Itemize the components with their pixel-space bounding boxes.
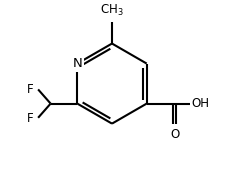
Text: F: F xyxy=(27,83,34,96)
Text: N: N xyxy=(73,57,82,70)
Text: CH$_3$: CH$_3$ xyxy=(100,3,124,18)
Text: O: O xyxy=(170,128,179,141)
Text: OH: OH xyxy=(191,97,209,110)
Text: F: F xyxy=(27,112,34,125)
